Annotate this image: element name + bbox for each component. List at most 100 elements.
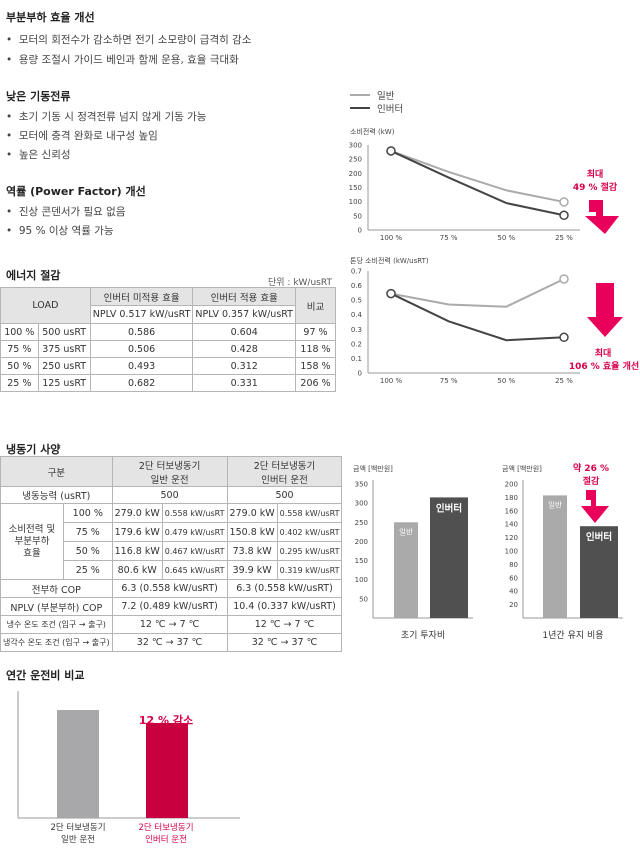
cell: 0.319 kW/usRT — [276, 560, 343, 580]
bar-label: 인버터 — [586, 531, 612, 543]
chart4-ylabel: 금액 [백만원] — [502, 464, 542, 473]
tick-label: 0.1 — [351, 355, 362, 363]
cell: 0.479 kW/usRT — [161, 522, 228, 542]
bullet-item: • 용량 조절시 가이드 베인과 함께 운용, 효율 극대화 — [6, 54, 239, 66]
tick-label: 0.7 — [351, 268, 362, 276]
unit-label: 단위 : kW/usRT — [268, 278, 332, 288]
annot-save1: 49 % 절감 — [573, 181, 618, 193]
tick-label: 100 — [355, 576, 368, 584]
cell: NPLV (부분부하) COP — [0, 597, 113, 616]
bullet-item: • 95 % 이상 역률 가능 — [6, 225, 114, 237]
table-row: 75 % 179.6 kW 0.479 kW/usRT 150.8 kW 0.402… — [1, 522, 343, 542]
line-charts: 일반 인버터 소비전력 (kW) 0 50 100 150 200 250 300 100 %… — [349, 91, 640, 385]
bar-label: 일반 — [548, 500, 562, 509]
cell: 179.6 kW — [111, 522, 163, 542]
partial-load-heading: 부분부하 효율 개선 — [6, 11, 95, 24]
x-axis-label: 1년간 유지 비용 — [542, 630, 603, 641]
cell: 25 % — [0, 374, 39, 392]
col-general: 2단 터보냉동기 일반 운전 — [111, 456, 228, 487]
tick-label: 0.2 — [351, 340, 362, 348]
reduction-label: 12 % 감소 — [139, 713, 193, 727]
table-row: 전부하 COP 6.3 (0.558 kW/usRT) 6.3 (0.558 k… — [0, 579, 343, 598]
cell: 80.6 kW — [111, 560, 163, 580]
col-no-inverter: 인버터 미적용 효율 — [89, 287, 194, 306]
category-label: 25 % — [555, 377, 573, 385]
cell: 125 usRT — [37, 374, 91, 392]
tick-label: 60 — [509, 574, 518, 582]
cell: 158 % — [295, 357, 336, 375]
table-row: 25 % 125 usRT 0.682 0.331 206 % — [0, 374, 336, 392]
cell: 150.8 kW — [226, 522, 278, 542]
annual-chart: 12 % 감소 2단 터보냉동기 일반 운전 2단 터보냉동기 인버터 운전 — [17, 691, 240, 845]
cell: 279.0 kW — [111, 503, 163, 523]
data-point — [559, 274, 569, 284]
col-inverter: 2단 터보냉동기 인버터 운전 — [226, 456, 343, 487]
bullet-item: • 진상 콘덴서가 필요 없음 — [6, 206, 126, 218]
tick-label: 350 — [355, 481, 368, 489]
cell: 100 % — [0, 323, 39, 341]
cell: 279.0 kW — [226, 503, 278, 523]
cell: 0.586 — [89, 323, 194, 341]
tick-label: 20 — [509, 601, 518, 609]
col-div: 구분 — [0, 456, 113, 487]
cell: 250 usRT — [37, 357, 91, 375]
cell: 12 ℃ → 7 ℃ — [111, 615, 228, 634]
bar — [394, 522, 418, 618]
tick-label: 160 — [505, 507, 518, 515]
series-line — [390, 150, 565, 203]
table-row: 소비전력 및 부분부하 효율 100 % 279.0 kW 0.558 kW/usRT… — [0, 503, 343, 580]
low-start-heading: 낮은 기동전류 — [6, 90, 71, 103]
tick-label: 140 — [505, 521, 518, 529]
bar-label-general-1: 2단 터보냉동기 — [50, 822, 105, 833]
bar — [580, 526, 618, 618]
chiller-table: 구분 2단 터보냉동기 일반 운전 2단 터보냉동기 인버터 운전 냉동능력 (us… — [0, 456, 343, 652]
chart2: 0 0.1 0.2 0.3 0.4 0.5 0.6 0.7 100 % 75 % 50 % 25 % — [351, 268, 580, 385]
cell: 500 usRT — [37, 323, 91, 341]
cell: 206 % — [295, 374, 336, 392]
cell: 50 % — [0, 357, 39, 375]
cell: 25 % — [62, 560, 113, 580]
down-arrow-icon — [587, 283, 623, 337]
series-line — [390, 292, 565, 342]
annot-approx: 약 26 % — [573, 462, 609, 474]
tick-label: 0 — [358, 370, 362, 378]
chiller-heading: 냉동기 사양 — [6, 443, 61, 456]
tick-label: 150 — [349, 184, 362, 192]
cell: 375 usRT — [37, 340, 91, 358]
annot-save3: 절감 — [583, 475, 600, 487]
cell: 0.682 — [89, 374, 194, 392]
cell: 0.312 — [192, 357, 296, 375]
tick-label: 0.6 — [351, 282, 363, 290]
tick-label: 150 — [355, 557, 368, 565]
tick-label: 250 — [355, 519, 368, 527]
category-label: 100 % — [380, 234, 403, 242]
cell: 500 — [111, 486, 228, 504]
category-label: 25 % — [555, 234, 573, 242]
cell: 75 % — [62, 522, 113, 542]
table-row: 냉각수 온도 조건 (입구 → 출구) 32 ℃ → 37 ℃ 32 ℃ → 3… — [0, 633, 343, 652]
bullet-item: • 초기 기동 시 정격전류 넘지 않게 기동 가능 — [6, 111, 207, 123]
cell: 7.2 (0.489 kW/usRT) — [111, 597, 228, 616]
cell: 10.4 (0.337 kW/usRT) — [226, 597, 343, 616]
cell: 0.402 kW/usRT — [276, 522, 343, 542]
cell: 냉수 온도 조건 (입구 → 출구) — [0, 615, 113, 634]
tick-label: 100 — [349, 198, 362, 206]
bar — [57, 710, 99, 818]
category-label: 100 % — [380, 377, 403, 385]
table-row: 50 % 250 usRT 0.493 0.312 158 % — [0, 357, 336, 375]
cell: 0.428 — [192, 340, 296, 358]
bullet-item: • 모터의 회전수가 감소하면 전기 소모량이 급격히 감소 — [6, 34, 252, 46]
data-point — [386, 146, 396, 156]
cell: 0.558 kW/usRT — [161, 503, 228, 523]
bar — [146, 722, 188, 818]
table-row: 25 % 80.6 kW 0.645 kW/usRT 39.9 kW 0.319 k… — [1, 560, 343, 580]
category-label: 50 % — [497, 234, 515, 242]
tick-label: 100 — [505, 548, 518, 556]
bar-label-inverter-1: 2단 터보냉동기 — [138, 822, 193, 833]
power-factor-heading: 역률 (Power Factor) 개선 — [6, 185, 146, 198]
bar-label: 인버터 — [436, 502, 462, 514]
bar-label-inverter-2: 인버터 운전 — [145, 834, 187, 845]
cell: 0.604 — [192, 323, 296, 341]
